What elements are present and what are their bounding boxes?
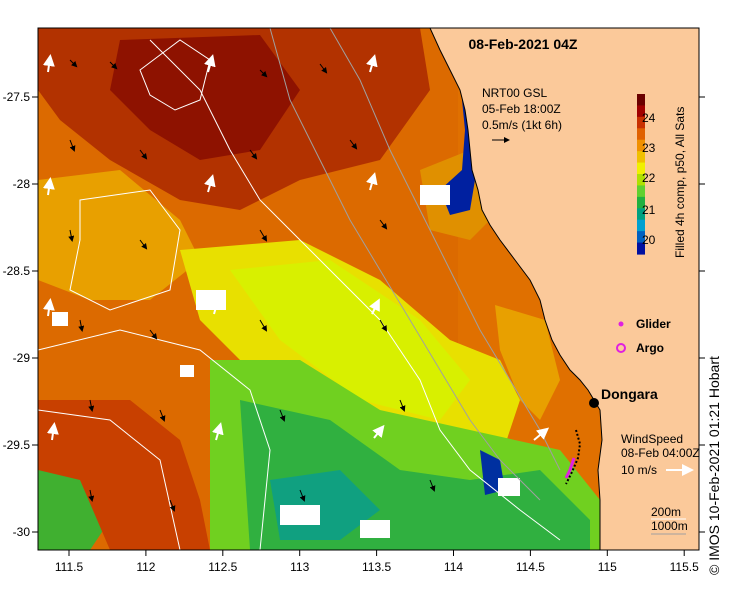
sst-field — [38, 28, 600, 550]
current-legend-line3: 0.5m/s (1kt 6h) — [482, 118, 562, 132]
current-legend-line2: 05-Feb 18:00Z — [482, 102, 561, 116]
colorbar-swatch — [637, 242, 645, 255]
glider-legend-label: Glider — [636, 317, 671, 331]
x-tick-label: 114.5 — [516, 560, 545, 574]
x-tick-label: 114 — [444, 560, 463, 574]
bathymetry-contours — [38, 28, 561, 550]
colorbar-swatch — [637, 208, 645, 221]
y-tick-label: -29.5 — [3, 438, 31, 452]
contour-legend-1000m: 1000m — [651, 519, 688, 533]
colorbar-swatch — [637, 151, 645, 164]
colorbar-swatch — [637, 231, 645, 244]
x-tick-label: 113 — [290, 560, 309, 574]
colorbar-swatch — [637, 139, 645, 152]
cloud-gaps — [52, 185, 520, 538]
x-tick-label: 115 — [598, 560, 617, 574]
current-legend-line1: NRT00 GSL — [482, 86, 547, 100]
colorbar-tick-20: 20 — [642, 233, 656, 247]
plot-frame — [37, 27, 700, 551]
map-title: 08-Feb-2021 04Z — [469, 36, 578, 52]
colorbar-swatch — [637, 94, 645, 107]
colorbar-label: Filled 4h comp, p50, All Sats — [673, 107, 687, 258]
wind-legend-line2: 08-Feb 04:00Z — [621, 446, 700, 460]
colorbar — [637, 94, 645, 255]
y-tick-label: -30 — [13, 525, 31, 539]
x-tick-label: 115.5 — [670, 560, 699, 574]
colorbar-tick-23: 23 — [642, 141, 656, 155]
colorbar-swatch — [637, 185, 645, 198]
x-tick-label: 112.5 — [208, 560, 237, 574]
wind-legend-line1: WindSpeed — [621, 432, 683, 446]
land — [430, 28, 699, 550]
colorbar-tick-21: 21 — [642, 203, 656, 217]
wind-arrows — [42, 54, 550, 441]
colorbar-swatch — [637, 219, 645, 232]
y-axis: -27.5 -28 -28.5 -29 -29.5 -30 — [3, 90, 705, 539]
x-tick-label: 113.5 — [362, 560, 391, 574]
y-tick-label: -28 — [13, 177, 31, 191]
colorbar-swatch — [637, 196, 645, 209]
colorbar-swatch — [637, 162, 645, 175]
glider-legend-marker — [618, 321, 624, 327]
dongara-label: Dongara — [601, 386, 658, 402]
colorbar-tick-24: 24 — [642, 111, 656, 125]
x-tick-label: 111.5 — [55, 560, 84, 574]
glider-track — [564, 429, 582, 485]
argo-legend-label: Argo — [636, 341, 664, 355]
current-arrows — [68, 59, 436, 512]
colorbar-tick-22: 22 — [642, 171, 656, 185]
credit-text: © IMOS 10-Feb-2021 01:21 Hobart — [706, 356, 722, 575]
contour-legend-200m: 200m — [651, 505, 681, 519]
argo-legend-marker — [616, 343, 626, 353]
dongara-marker — [589, 398, 599, 408]
colorbar-swatch — [637, 128, 645, 141]
coastline — [429, 28, 603, 550]
colorbar-swatch — [637, 174, 645, 187]
x-axis: 111.5 112 112.5 113 113.5 114 114.5 115 115.5 — [55, 550, 699, 574]
x-tick-label: 112 — [136, 560, 155, 574]
wind-legend-line3: 10 m/s — [621, 463, 657, 477]
y-tick-label: -27.5 — [3, 90, 31, 104]
y-tick-label: -29 — [13, 351, 31, 365]
y-tick-label: -28.5 — [3, 264, 31, 278]
colorbar-swatch — [637, 116, 645, 129]
colorbar-swatch — [637, 105, 645, 118]
